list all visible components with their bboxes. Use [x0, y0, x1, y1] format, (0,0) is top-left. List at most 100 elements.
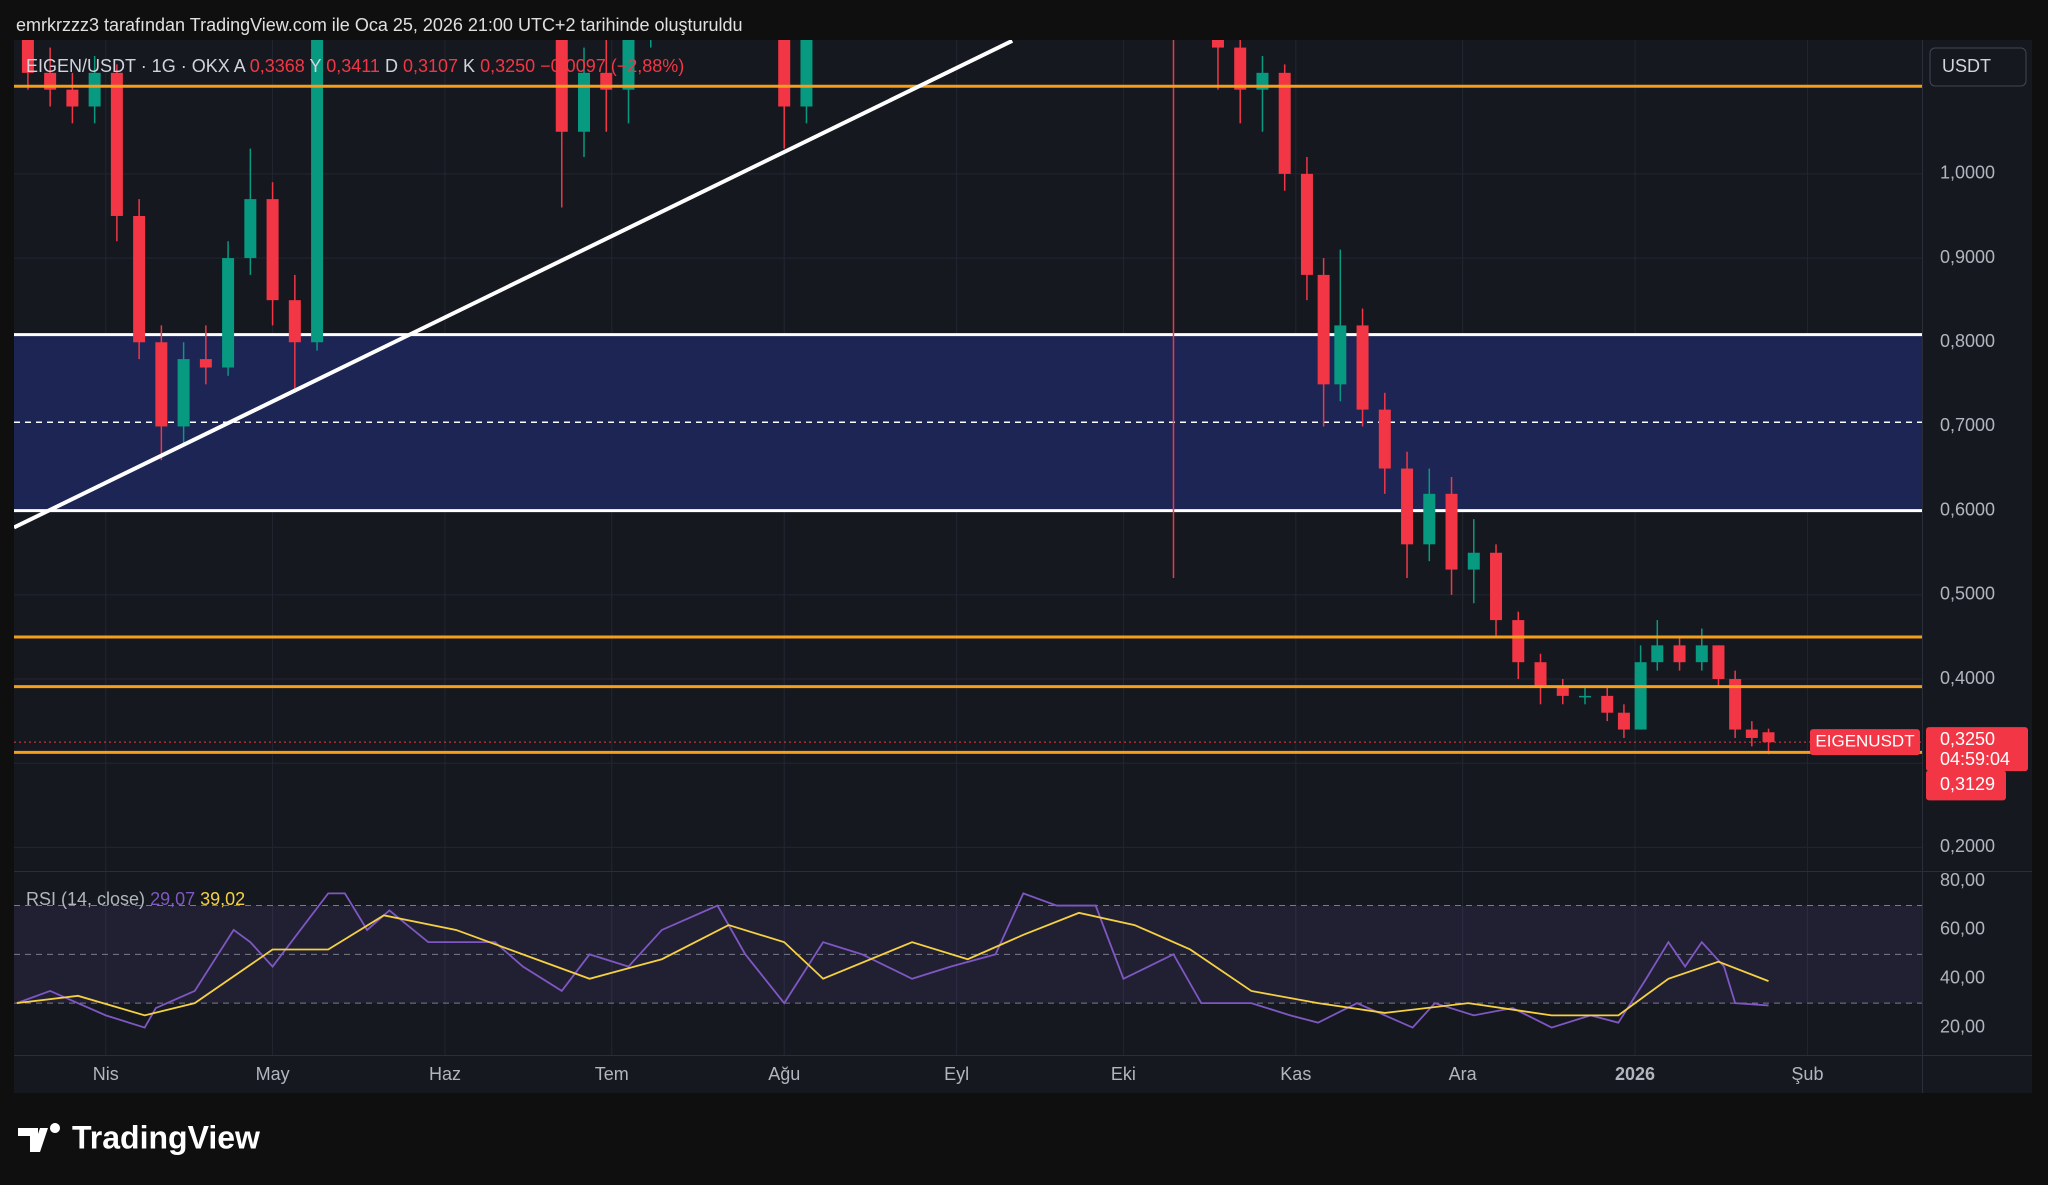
symbol-title: EIGEN/USDT · 1G · OKX: [26, 56, 230, 76]
y-tick-label: 1,0000: [1940, 163, 1995, 183]
y-tick-label: 0,6000: [1940, 499, 1995, 519]
candle-body: [1673, 645, 1686, 663]
x-tick-label: Eki: [1111, 1064, 1136, 1084]
candle-body: [1729, 679, 1742, 730]
ohlc-key: A: [234, 56, 246, 76]
candle-body: [1712, 645, 1725, 680]
last-price-tag-bg: [1926, 727, 2028, 772]
currency-button[interactable]: [1929, 47, 2027, 87]
candle-body: [1234, 47, 1247, 90]
x-tick-label: Eyl: [944, 1064, 969, 1084]
rsi-legend: RSI (14, close) 29,07 39,02: [26, 889, 245, 909]
y-tick-label: 0,7000: [1940, 415, 1995, 435]
candle-body: [1211, 40, 1224, 48]
ohlc-value: 0,3107: [403, 56, 458, 76]
level-tag: 0,3129: [1940, 774, 1995, 794]
rsi-tick-label: 80,00: [1940, 870, 1985, 890]
candle-body: [110, 72, 123, 216]
rsi-band: [14, 905, 1922, 1004]
rsi-tick-label: 20,00: [1940, 1016, 1985, 1036]
logo-mark: [18, 1123, 60, 1152]
y-tick-label: 0,9000: [1940, 247, 1995, 267]
candle-body: [177, 359, 190, 427]
rsi-title: RSI (14, close): [26, 889, 145, 909]
x-tick-label: Tem: [595, 1064, 629, 1084]
candle-body: [266, 199, 279, 301]
candle-body: [21, 40, 34, 73]
ohlc-key: Y: [310, 56, 322, 76]
price-pane: [14, 40, 1922, 871]
ohlc-key: K: [463, 56, 475, 76]
candle-body: [1617, 712, 1630, 730]
rsi-ma-line: [16, 911, 1769, 1017]
candle-body: [222, 258, 235, 368]
countdown: 04:59:04: [1940, 749, 2010, 769]
candle-body: [1534, 662, 1547, 688]
logo-text: TradingView: [72, 1119, 260, 1155]
candle-body: [155, 342, 168, 427]
candle-body: [1356, 325, 1369, 410]
currency-label[interactable]: USDT: [1942, 56, 1991, 76]
candle-body: [88, 72, 101, 107]
zone: [14, 334, 1922, 511]
x-tick-label: Kas: [1280, 1064, 1311, 1084]
x-tick-label: Ara: [1449, 1064, 1478, 1084]
candle-body: [1578, 695, 1591, 698]
ohlc-key: D: [385, 56, 398, 76]
y-tick-label: 0,8000: [1940, 331, 1995, 351]
candle-body: [1651, 645, 1664, 663]
candle-body: [1445, 493, 1458, 570]
candle-body: [288, 300, 301, 343]
y-tick-label: 0,5000: [1940, 584, 1995, 604]
ohlc-value: 0,3250: [480, 56, 535, 76]
x-tick-label: Ağu: [768, 1064, 800, 1084]
x-tick-label: 2026: [1615, 1064, 1655, 1084]
rsi-ma-value: 39,02: [200, 889, 245, 909]
symbol-tag: EIGENUSDT: [1815, 732, 1914, 751]
candle-body: [800, 40, 813, 107]
candle-body: [1490, 552, 1503, 621]
candle-body: [1695, 645, 1708, 663]
candle-body: [1317, 274, 1330, 385]
change: −0,0097 (−2,88%): [540, 56, 684, 76]
level-tag-bg: [1926, 770, 2006, 801]
trendline: [14, 40, 1014, 530]
overlay: Nis May Haz Tem Ağu Eyl Eki Kas Ara 2026 Şub 0,2000…: [26, 47, 2028, 1084]
candle-body: [1762, 732, 1775, 743]
candle-body: [1300, 173, 1313, 275]
candle-body: [1634, 662, 1647, 730]
candle-body: [66, 89, 79, 107]
rsi-tick-label: 60,00: [1940, 919, 1985, 939]
candle-body: [244, 199, 257, 259]
candle-body: [622, 40, 635, 90]
candle-body: [578, 72, 591, 132]
candle-body: [1467, 552, 1480, 570]
candle-body: [199, 359, 212, 368]
rsi-tick-label: 40,00: [1940, 968, 1985, 988]
chart-panel: [14, 40, 2032, 1093]
candle-body: [1401, 468, 1414, 545]
rsi-line: [16, 892, 1769, 1029]
candle-body: [1378, 409, 1391, 469]
candle-body: [1601, 695, 1614, 713]
symbol-legend: EIGEN/USDT · 1G · OKX A 0,3368 Y 0,3411 …: [26, 56, 684, 76]
y-tick-label: 0,4000: [1940, 668, 1995, 688]
symbol-tag-bg: [1810, 729, 1920, 756]
x-tick-label: Haz: [429, 1064, 461, 1084]
candle-body: [311, 40, 324, 343]
candle-body: [133, 215, 146, 343]
candle-body: [1745, 729, 1758, 738]
candle-body: [1278, 72, 1291, 174]
candle-body: [1556, 687, 1569, 696]
x-tick-label: Nis: [93, 1064, 119, 1084]
candle-body: [1512, 620, 1525, 663]
x-tick-label: May: [256, 1064, 290, 1084]
x-tick-label: Şub: [1791, 1064, 1823, 1084]
candle-body: [1423, 493, 1436, 545]
last-price-tag: 0,3250: [1940, 729, 1995, 749]
candle-body: [1334, 325, 1347, 385]
ohlc-value: 0,3368: [250, 56, 305, 76]
logo: TradingView: [18, 1119, 260, 1155]
